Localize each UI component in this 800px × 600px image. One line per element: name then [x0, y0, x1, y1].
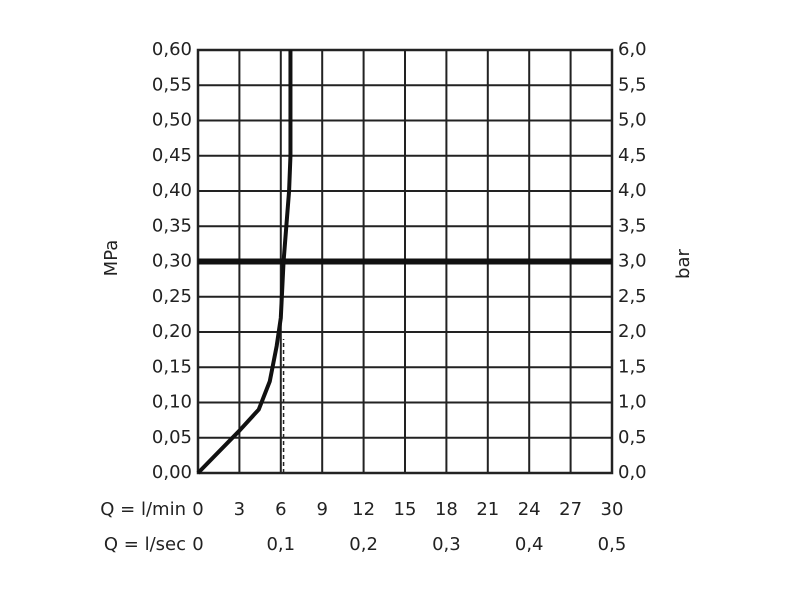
x-tick-label: 15 — [394, 499, 417, 520]
x-tick-label: 21 — [476, 499, 499, 520]
y2-tick-label: 3,5 — [618, 215, 647, 236]
x-tick-label: 18 — [435, 499, 458, 520]
y2-tick-label: 0,5 — [618, 427, 647, 448]
x-tick-label: 27 — [559, 499, 582, 520]
y-tick-label: 0,10 — [152, 392, 192, 413]
x-tick-label: 12 — [352, 499, 375, 520]
y-tick-label: 0,00 — [152, 462, 192, 483]
y2-tick-label: 1,5 — [618, 356, 647, 377]
y-tick-label: 0,05 — [152, 427, 192, 448]
flow-curve — [196, 50, 293, 475]
x-tick-label: 30 — [601, 499, 624, 520]
x-tick-label: 24 — [518, 499, 541, 520]
x2-tick-label: 0,1 — [266, 534, 295, 555]
x-tick-label: 3 — [234, 499, 245, 520]
y-tick-label: 0,50 — [152, 110, 192, 131]
y-axis-label: MPa — [101, 240, 122, 277]
y2-tick-label: 3,0 — [618, 251, 647, 272]
y-tick-label: 0,60 — [152, 39, 192, 60]
y2-tick-label: 6,0 — [618, 39, 647, 60]
y2-tick-label: 1,0 — [618, 392, 647, 413]
y-tick-label: 0,40 — [152, 180, 192, 201]
x-tick-label: 9 — [316, 499, 327, 520]
x2-tick-label: 0,3 — [432, 534, 461, 555]
x2-tick-label: 0,2 — [349, 534, 378, 555]
y-tick-label: 0,30 — [152, 251, 192, 272]
y-tick-label: 0,20 — [152, 321, 192, 342]
y2-tick-label: 0,0 — [618, 462, 647, 483]
y2-tick-label: 5,5 — [618, 74, 647, 95]
x2-axis-label: Q = l/sec — [104, 534, 186, 555]
x2-tick-label: 0,5 — [598, 534, 627, 555]
y2-tick-label: 2,5 — [618, 286, 647, 307]
y2-tick-label: 2,0 — [618, 321, 647, 342]
x-tick-label: 6 — [275, 499, 286, 520]
y2-axis-label: bar — [673, 248, 694, 278]
y-tick-label: 0,25 — [152, 286, 192, 307]
x-tick-label: 0 — [192, 499, 203, 520]
x-axis-label: Q = l/min — [100, 499, 186, 520]
y2-tick-label: 4,0 — [618, 180, 647, 201]
x2-tick-label: 0,4 — [515, 534, 544, 555]
y2-tick-label: 5,0 — [618, 110, 647, 131]
y2-tick-label: 4,5 — [618, 145, 647, 166]
y-tick-label: 0,35 — [152, 215, 192, 236]
x2-tick-label: 0 — [192, 534, 203, 555]
y-tick-label: 0,45 — [152, 145, 192, 166]
y-tick-label: 0,15 — [152, 356, 192, 377]
y-tick-label: 0,55 — [152, 74, 192, 95]
